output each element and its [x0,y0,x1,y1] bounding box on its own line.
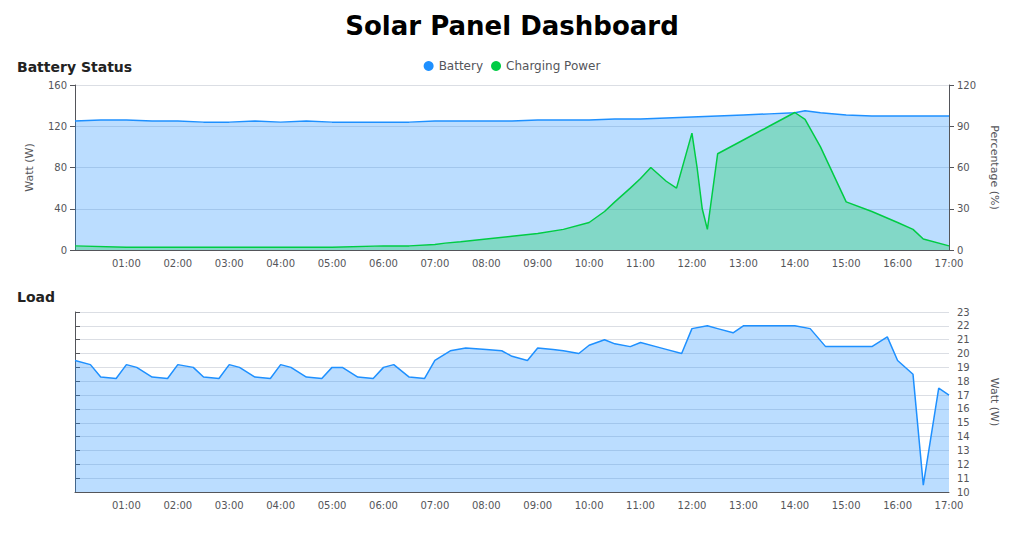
svg-text:09:00: 09:00 [523,258,552,269]
svg-text:03:00: 03:00 [215,258,244,269]
svg-text:10: 10 [957,487,970,498]
svg-text:23: 23 [957,307,970,318]
svg-text:07:00: 07:00 [420,500,449,511]
svg-text:Load: Load [17,289,55,305]
svg-text:Watt (W): Watt (W) [23,143,36,192]
svg-text:Solar Panel Dashboard: Solar Panel Dashboard [345,11,679,41]
svg-text:08:00: 08:00 [472,500,501,511]
svg-text:160: 160 [48,80,67,91]
svg-text:80: 80 [54,162,67,173]
svg-text:06:00: 06:00 [369,258,398,269]
svg-text:14: 14 [957,431,970,442]
svg-text:Percentage (%): Percentage (%) [988,125,1001,209]
svg-text:03:00: 03:00 [215,500,244,511]
svg-text:10:00: 10:00 [575,258,604,269]
svg-text:90: 90 [957,121,970,132]
svg-text:19: 19 [957,362,970,373]
svg-text:05:00: 05:00 [318,258,347,269]
svg-text:120: 120 [957,80,976,91]
svg-text:11:00: 11:00 [626,258,655,269]
svg-text:11: 11 [957,473,970,484]
svg-text:01:00: 01:00 [112,500,141,511]
svg-text:11:00: 11:00 [626,500,655,511]
svg-text:14:00: 14:00 [780,258,809,269]
svg-text:0: 0 [957,245,963,256]
svg-text:13:00: 13:00 [729,500,758,511]
svg-text:17:00: 17:00 [935,500,964,511]
svg-text:15: 15 [957,417,970,428]
svg-text:06:00: 06:00 [369,500,398,511]
svg-text:17: 17 [957,390,970,401]
svg-text:17:00: 17:00 [935,258,964,269]
svg-text:10:00: 10:00 [575,500,604,511]
svg-text:16:00: 16:00 [883,500,912,511]
svg-text:16:00: 16:00 [883,258,912,269]
svg-text:09:00: 09:00 [523,500,552,511]
svg-text:05:00: 05:00 [318,500,347,511]
svg-text:20: 20 [957,348,970,359]
svg-text:07:00: 07:00 [420,258,449,269]
svg-text:12: 12 [957,459,970,470]
svg-text:21: 21 [957,334,970,345]
svg-text:01:00: 01:00 [112,258,141,269]
svg-text:12:00: 12:00 [678,258,707,269]
svg-text:Battery Status: Battery Status [17,59,132,75]
svg-text:0: 0 [61,245,67,256]
svg-text:04:00: 04:00 [266,500,295,511]
svg-text:13:00: 13:00 [729,258,758,269]
svg-text:30: 30 [957,203,970,214]
svg-text:02:00: 02:00 [163,500,192,511]
svg-text:120: 120 [48,121,67,132]
svg-text:Charging Power: Charging Power [506,59,600,73]
svg-text:22: 22 [957,320,970,331]
svg-text:15:00: 15:00 [832,258,861,269]
svg-text:16: 16 [957,403,970,414]
svg-text:04:00: 04:00 [266,258,295,269]
svg-text:13: 13 [957,445,970,456]
svg-text:40: 40 [54,203,67,214]
svg-text:Watt (W): Watt (W) [988,378,1001,427]
svg-text:Battery: Battery [439,59,483,73]
svg-text:02:00: 02:00 [163,258,192,269]
svg-text:14:00: 14:00 [780,500,809,511]
svg-text:12:00: 12:00 [678,500,707,511]
svg-text:60: 60 [957,162,970,173]
svg-text:18: 18 [957,376,970,387]
svg-text:08:00: 08:00 [472,258,501,269]
svg-text:15:00: 15:00 [832,500,861,511]
